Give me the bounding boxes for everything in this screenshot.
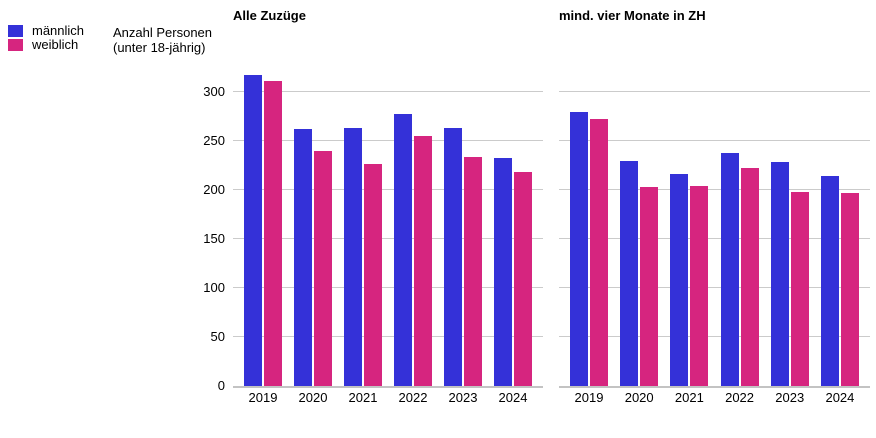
bar-group-2021	[344, 128, 382, 386]
weiblich-color-swatch	[8, 39, 23, 51]
y-tick-label-150: 150	[203, 231, 225, 246]
bar-weiblich-2022	[740, 168, 759, 386]
y-tick-label-0: 0	[217, 378, 225, 393]
bar-group-2020	[294, 129, 332, 386]
chart-panel-0: Alle Zuzüge 0 50 100 150 200 250 300 2019 2020 202…	[203, 8, 543, 420]
legend-label-maennlich: männlich	[32, 23, 85, 38]
x-tick-label-2020: 2020	[624, 390, 654, 405]
y-tick-label-100: 100	[203, 280, 225, 295]
bar-männlich-2022	[720, 153, 739, 386]
bar-group-2023	[770, 162, 809, 386]
gridline-250	[233, 140, 543, 141]
bar-group-2024	[820, 176, 859, 386]
x-tick-label-2024: 2024	[498, 390, 528, 405]
chart-panel-1: mind. vier Monate in ZH 2019 2020 2021 2022 2…	[559, 8, 870, 420]
gridline-200	[559, 189, 870, 190]
bar-männlich-2019	[570, 112, 588, 386]
gridline-150	[233, 238, 543, 239]
bar-männlich-2019	[244, 75, 262, 386]
bar-group-2020	[620, 161, 659, 386]
bar-weiblich-2023	[790, 192, 809, 386]
x-axis-labels: 2019 2020 2021 2022 2023 2024	[559, 390, 870, 405]
bar-group-2023	[444, 128, 482, 386]
bar-männlich-2021	[344, 128, 362, 386]
y-axis-description-line1: Anzahl Personen	[113, 25, 213, 40]
bar-weiblich-2021	[364, 164, 382, 386]
bar-weiblich-2019	[264, 81, 282, 386]
bar-weiblich-2023	[464, 157, 482, 386]
bar-group-2022	[720, 153, 759, 386]
y-tick-label-300: 300	[203, 84, 225, 99]
maennlich-color-swatch	[8, 25, 23, 37]
bar-weiblich-2019	[590, 119, 608, 386]
gridline-200	[233, 189, 543, 190]
bar-männlich-2021	[670, 174, 689, 386]
bar-weiblich-2022	[414, 136, 432, 386]
gridline-50	[559, 336, 870, 337]
x-tick-label-2020: 2020	[298, 390, 328, 405]
gridline-150	[559, 238, 870, 239]
x-tick-label-2022: 2022	[398, 390, 428, 405]
bar-groups	[233, 60, 543, 386]
bar-groups	[559, 60, 870, 386]
legend-item-maennlich: männlich	[8, 24, 84, 38]
bar-group-2019	[570, 112, 608, 386]
x-tick-label-2021: 2021	[674, 390, 704, 405]
gridline-100	[233, 287, 543, 288]
gridline-250	[559, 140, 870, 141]
x-tick-label-2024: 2024	[825, 390, 855, 405]
bar-männlich-2022	[394, 114, 412, 386]
bar-weiblich-2024	[840, 193, 859, 386]
x-tick-label-2021: 2021	[348, 390, 378, 405]
y-tick-label-250: 250	[203, 133, 225, 148]
legend-item-weiblich: weiblich	[8, 38, 84, 52]
y-axis-description: Anzahl Personen (unter 18-jährig)	[113, 25, 212, 55]
bar-group-2024	[494, 158, 532, 386]
bar-männlich-2023	[770, 162, 789, 386]
bar-männlich-2023	[444, 128, 462, 386]
y-tick-label-200: 200	[203, 182, 225, 197]
bar-weiblich-2024	[514, 172, 532, 386]
gridline-300	[233, 91, 543, 92]
x-axis-labels: 2019 2020 2021 2022 2023 2024	[233, 390, 543, 405]
bar-group-2021	[670, 174, 709, 386]
y-tick-label-50: 50	[210, 329, 225, 344]
bar-männlich-2024	[494, 158, 512, 386]
gridline-100	[559, 287, 870, 288]
bar-weiblich-2021	[690, 186, 709, 386]
x-tick-label-2023: 2023	[775, 390, 805, 405]
x-tick-label-2023: 2023	[448, 390, 478, 405]
bar-männlich-2020	[294, 129, 312, 386]
plot-area: 0 50 100 150 200 250 300	[203, 60, 543, 393]
gridline-50	[233, 336, 543, 337]
bar-männlich-2024	[820, 176, 839, 386]
legend: männlich weiblich	[8, 24, 84, 52]
bar-weiblich-2020	[640, 187, 659, 386]
y-axis-description-line2: (unter 18-jährig)	[113, 40, 206, 55]
gridline-300	[559, 91, 870, 92]
plot-area	[559, 60, 870, 388]
x-tick-label-2019: 2019	[248, 390, 278, 405]
bar-group-2019	[244, 75, 282, 386]
bar-weiblich-2020	[314, 151, 332, 386]
bar-männlich-2020	[620, 161, 639, 386]
x-tick-label-2022: 2022	[725, 390, 755, 405]
legend-label-weiblich: weiblich	[32, 37, 79, 52]
bar-group-2022	[394, 114, 432, 386]
x-tick-label-2019: 2019	[574, 390, 604, 405]
chart-title: Alle Zuzüge	[233, 8, 306, 23]
chart-title: mind. vier Monate in ZH	[559, 8, 706, 23]
